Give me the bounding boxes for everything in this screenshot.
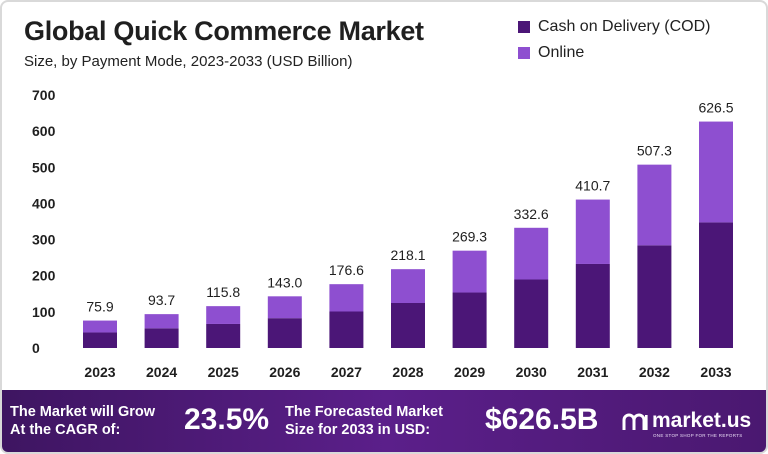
bar-segment-online — [329, 284, 364, 312]
legend-label-cod: Cash on Delivery (COD) — [538, 18, 711, 35]
x-tick-label: 2029 — [454, 364, 485, 380]
forecast-caption: The Forecasted Market Size for 2033 in U… — [285, 403, 443, 439]
chart-subtitle: Size, by Payment Mode, 2023-2033 (USD Bi… — [24, 53, 353, 70]
x-tick-label: 2024 — [146, 364, 177, 380]
bar-segment-cod — [637, 245, 672, 348]
data-label: 626.5 — [698, 100, 733, 116]
y-tick-label: 0 — [32, 340, 40, 356]
data-label: 143.0 — [267, 274, 302, 290]
x-tick-label: 2025 — [208, 364, 239, 380]
bar-chart: 0 100 200 300 400 500 600 700 75.9 2023 93.7 2024 11… — [32, 87, 734, 380]
bar-segment-cod — [144, 328, 179, 348]
bar-segment-cod — [267, 318, 302, 348]
x-tick-label: 2033 — [700, 364, 731, 380]
x-tick-label: 2028 — [392, 364, 423, 380]
x-tick-label: 2032 — [639, 364, 670, 380]
legend-item-cod: Cash on Delivery (COD) — [518, 14, 710, 40]
data-label: 269.3 — [452, 229, 487, 245]
cagr-caption-line2: At the CAGR of: — [10, 422, 121, 438]
y-tick-label: 600 — [32, 123, 56, 139]
bar-segment-cod — [699, 222, 733, 348]
y-tick-label: 400 — [32, 195, 56, 211]
x-tick-label: 2027 — [331, 364, 362, 380]
cagr-value: 23.5% — [184, 403, 270, 436]
cagr-caption: The Market will Grow At the CAGR of: — [10, 403, 155, 439]
x-tick-label: 2031 — [577, 364, 608, 380]
data-label: 410.7 — [575, 178, 610, 194]
bar-segment-cod — [514, 279, 549, 348]
forecast-caption-line1: The Forecasted Market — [285, 404, 443, 420]
logo-tagline: ONE STOP SHOP FOR THE REPORTS — [653, 433, 743, 438]
bar-segment-online — [637, 164, 672, 246]
bar-segment-cod — [575, 263, 610, 348]
data-label: 75.9 — [86, 299, 113, 315]
legend: Cash on Delivery (COD) Online — [518, 14, 710, 66]
bar-segment-cod — [391, 303, 425, 348]
cagr-caption-line1: The Market will Grow — [10, 404, 156, 420]
y-tick-label: 500 — [32, 159, 56, 175]
bar-segment-online — [144, 314, 179, 329]
bar-segment-cod — [329, 311, 364, 348]
data-label: 115.8 — [206, 284, 240, 300]
x-tick-label: 2023 — [84, 364, 115, 380]
bar-segment-cod — [206, 323, 241, 348]
bar-segment-online — [514, 227, 549, 280]
bar-segment-online — [452, 250, 487, 293]
legend-label-online: Online — [538, 44, 585, 61]
logo-text: market.us — [652, 409, 752, 432]
bar-segment-online — [699, 121, 733, 223]
forecast-value: $626.5B — [485, 403, 599, 436]
x-tick-label: 2030 — [516, 364, 547, 380]
footer-banner: The Market will Grow At the CAGR of: 23.… — [2, 390, 766, 452]
data-label: 176.6 — [329, 262, 364, 278]
market-us-logo-icon — [622, 413, 648, 430]
data-label: 507.3 — [637, 143, 672, 159]
data-label: 218.1 — [390, 247, 425, 263]
forecast-caption-line2: Size for 2033 in USD: — [285, 422, 431, 438]
legend-swatch-online — [518, 47, 530, 59]
chart-title: Global Quick Commerce Market — [24, 16, 424, 46]
bar-segment-online — [267, 296, 302, 319]
legend-item-online: Online — [518, 40, 710, 66]
bar-segment-online — [206, 306, 241, 324]
bar-segment-online — [575, 199, 610, 264]
y-tick-label: 300 — [32, 232, 56, 248]
legend-swatch-cod — [518, 21, 530, 33]
y-tick-label: 200 — [32, 268, 56, 284]
y-tick-label: 100 — [32, 304, 56, 320]
data-label: 332.6 — [514, 206, 549, 222]
bar-segment-cod — [452, 292, 487, 348]
bar-segment-online — [391, 269, 425, 304]
data-label: 93.7 — [148, 292, 175, 308]
bar-segment-cod — [83, 332, 117, 348]
bar-segment-online — [83, 320, 117, 333]
y-tick-label: 700 — [32, 87, 56, 103]
x-tick-label: 2026 — [269, 364, 300, 380]
